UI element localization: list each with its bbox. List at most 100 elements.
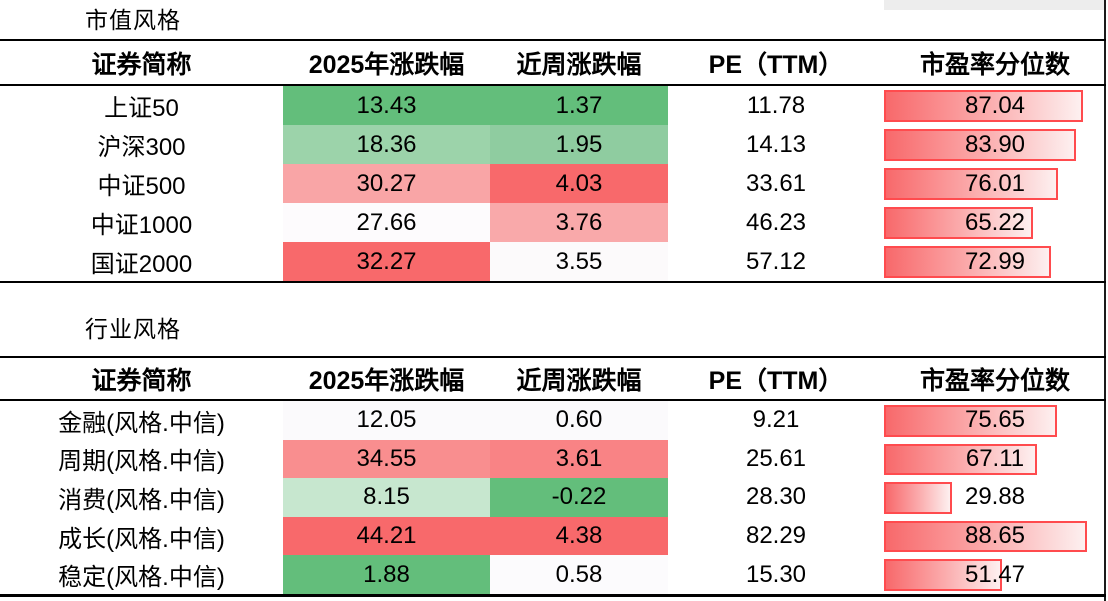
table-row: 成长(风格.中信) 44.21 4.38 82.29 88.65 — [0, 516, 1106, 556]
security-name-cell: 消费(风格.中信) — [58, 486, 225, 514]
market-cap-style-table: 证券简称 2025年涨跌幅 近周涨跌幅 PE（TTM） 市盈率分位数 上证50 13.43… — [0, 39, 1106, 283]
table-row: 中证500 30.27 4.03 33.61 76.01 — [0, 164, 1106, 203]
week-change-cell: -0.22 — [490, 478, 668, 517]
security-name-cell: 成长(风格.中信) — [58, 525, 225, 553]
ytd-change-cell: 32.27 — [283, 242, 490, 281]
ytd-change-cell: 1.88 — [283, 555, 490, 594]
table-row: 沪深300 18.36 1.95 14.13 83.90 — [0, 125, 1106, 164]
pe-percentile-cell: 72.99 — [884, 242, 1106, 281]
column-header: 市盈率分位数 — [919, 366, 1070, 395]
header-row: 证券简称 2025年涨跌幅 近周涨跌幅 PE（TTM） 市盈率分位数 — [0, 358, 1106, 401]
security-name-cell: 国证2000 — [90, 251, 193, 278]
table-row: 中证1000 27.66 3.76 46.23 65.22 — [0, 203, 1106, 242]
security-name-cell: 沪深300 — [97, 134, 186, 161]
table-row: 周期(风格.中信) 34.55 3.61 25.61 67.11 — [0, 439, 1106, 479]
week-change-cell: 4.03 — [490, 164, 668, 203]
pe-ttm-cell: 9.21 — [752, 406, 800, 434]
week-change-cell: 1.95 — [490, 125, 668, 164]
pe-percentile-databar — [884, 246, 1051, 278]
column-header: PE（TTM） — [708, 366, 844, 395]
ytd-change-cell: 27.66 — [283, 203, 490, 242]
pe-percentile-databar — [884, 559, 1002, 591]
table-row: 消费(风格.中信) 8.15 -0.22 28.30 29.88 — [0, 478, 1106, 517]
top-right-strip — [884, 0, 1104, 10]
industry-style-table: 证券简称 2025年涨跌幅 近周涨跌幅 PE（TTM） 市盈率分位数 金融(风格.中信)… — [0, 356, 1106, 597]
pe-percentile-databar — [884, 168, 1058, 200]
column-header: 证券简称 — [91, 50, 192, 79]
pe-percentile-value: 88.65 — [964, 522, 1026, 550]
pe-ttm-cell: 28.30 — [745, 483, 807, 511]
pe-ttm-cell: 25.61 — [745, 444, 807, 472]
security-name-cell: 上证50 — [104, 95, 179, 122]
pe-ttm-cell: 57.12 — [745, 247, 807, 275]
pe-percentile-value: 72.99 — [964, 247, 1026, 275]
ytd-change-cell: 30.27 — [283, 164, 490, 203]
table-row: 金融(风格.中信) 12.05 0.60 9.21 75.65 — [0, 401, 1106, 440]
ytd-change-cell: 13.43 — [283, 86, 490, 125]
ytd-change-cell: 12.05 — [283, 401, 490, 440]
ytd-change-cell: 18.36 — [283, 125, 490, 164]
column-header: 2025年涨跌幅 — [308, 366, 465, 395]
pe-percentile-cell: 87.04 — [884, 86, 1106, 125]
ytd-change-cell: 44.21 — [283, 516, 490, 556]
pe-percentile-value: 75.65 — [964, 406, 1026, 434]
table-row: 上证50 13.43 1.37 11.78 87.04 — [0, 86, 1106, 125]
security-name-cell: 中证500 — [97, 173, 186, 200]
pe-percentile-databar — [884, 520, 1087, 553]
pe-ttm-cell: 33.61 — [745, 169, 807, 197]
pe-percentile-cell: 29.88 — [884, 478, 1106, 517]
table1-title: 市值风格 — [85, 7, 181, 33]
security-name-cell: 中证1000 — [90, 212, 193, 239]
column-header: 市盈率分位数 — [919, 50, 1070, 79]
security-name-cell: 金融(风格.中信) — [58, 409, 225, 437]
week-change-cell: 1.37 — [490, 86, 668, 125]
pe-percentile-value: 51.47 — [964, 560, 1026, 588]
pe-percentile-value: 29.88 — [964, 483, 1026, 511]
table2-double-underline — [0, 596, 1106, 597]
pe-ttm-cell: 46.23 — [745, 208, 807, 236]
pe-percentile-value: 65.22 — [964, 208, 1026, 236]
pe-percentile-cell: 83.90 — [884, 125, 1106, 164]
pe-percentile-cell: 51.47 — [884, 555, 1106, 594]
pe-percentile-databar — [884, 207, 1034, 239]
week-change-cell: 0.60 — [490, 401, 668, 440]
week-change-cell: 0.58 — [490, 555, 668, 594]
week-change-cell: 3.55 — [490, 242, 668, 281]
column-header: 2025年涨跌幅 — [308, 50, 465, 79]
pe-ttm-cell: 82.29 — [745, 522, 807, 550]
column-header: 近周涨跌幅 — [516, 50, 642, 79]
ytd-change-cell: 34.55 — [283, 439, 490, 479]
security-name-cell: 稳定(风格.中信) — [58, 564, 225, 592]
table-body: 上证50 13.43 1.37 11.78 87.04 沪深300 18.36 1.95 14.… — [0, 86, 1106, 281]
pe-percentile-value: 76.01 — [964, 169, 1026, 197]
week-change-cell: 3.61 — [490, 439, 668, 479]
pe-percentile-databar — [884, 482, 953, 514]
pe-percentile-value: 67.11 — [965, 444, 1025, 472]
pe-percentile-value: 83.90 — [964, 130, 1026, 158]
pe-percentile-cell: 76.01 — [884, 164, 1106, 203]
pe-percentile-value: 87.04 — [964, 91, 1026, 119]
pe-percentile-cell: 88.65 — [884, 517, 1106, 556]
header-row: 证券简称 2025年涨跌幅 近周涨跌幅 PE（TTM） 市盈率分位数 — [0, 41, 1106, 86]
pe-ttm-cell: 15.30 — [745, 560, 807, 588]
pe-percentile-databar — [884, 129, 1076, 161]
week-change-cell: 4.38 — [490, 516, 668, 556]
pe-percentile-cell: 67.11 — [884, 440, 1106, 479]
column-header: 近周涨跌幅 — [516, 366, 642, 395]
table2-title: 行业风格 — [85, 316, 181, 342]
security-name-cell: 周期(风格.中信) — [58, 448, 225, 476]
week-change-cell: 3.76 — [490, 203, 668, 242]
table-row: 国证2000 32.27 3.55 57.12 72.99 — [0, 242, 1106, 281]
right-edge-line — [1104, 0, 1106, 601]
table-row: 稳定(风格.中信) 1.88 0.58 15.30 51.47 — [0, 555, 1106, 594]
pe-percentile-databar — [884, 405, 1057, 437]
pe-percentile-databar — [884, 443, 1038, 476]
pe-ttm-cell: 14.13 — [745, 130, 807, 158]
column-header: PE（TTM） — [708, 50, 844, 79]
pe-percentile-cell: 65.22 — [884, 203, 1106, 242]
ytd-change-cell: 8.15 — [283, 478, 490, 517]
pe-percentile-cell: 75.65 — [884, 401, 1106, 440]
column-header: 证券简称 — [91, 366, 192, 395]
table-body: 金融(风格.中信) 12.05 0.60 9.21 75.65 周期(风格.中信) 34.5… — [0, 401, 1106, 594]
pe-ttm-cell: 11.78 — [746, 91, 806, 119]
